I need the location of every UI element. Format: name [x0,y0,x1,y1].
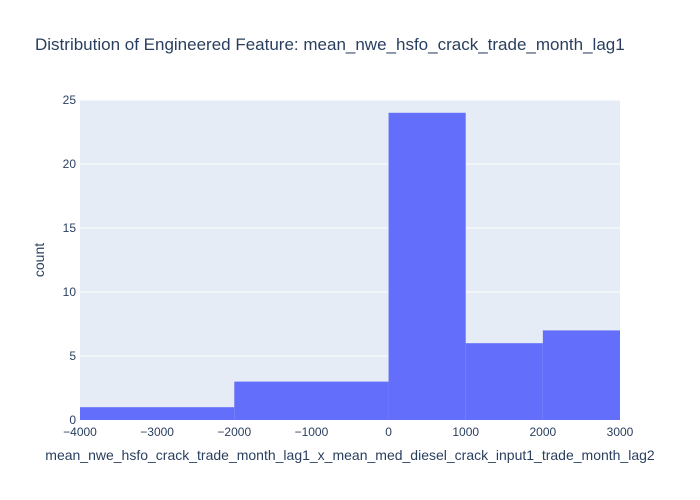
x-tick-label: 0 [385,425,392,439]
x-tick-label: 3000 [607,425,634,439]
histogram-bar [80,407,235,420]
x-axis-ticks: −4000 −3000 −2000 −1000 0 1000 2000 3000 [63,425,634,439]
y-tick-label: 20 [63,157,77,171]
histogram-bar [465,343,543,420]
plot-area [80,99,620,421]
x-tick-label: 2000 [530,425,557,439]
x-axis-title: mean_nwe_hsfo_crack_trade_month_lag1_x_m… [45,447,655,463]
y-tick-label: 10 [63,285,77,299]
y-tick-label: 5 [69,349,76,363]
y-tick-label: 15 [63,221,77,235]
histogram-bar [388,112,466,421]
x-tick-label: −3000 [140,425,174,439]
x-tick-label: −1000 [295,425,329,439]
y-tick-label: 0 [69,413,76,427]
chart-title: Distribution of Engineered Feature: mean… [35,35,625,54]
histogram-bar [234,381,389,420]
x-tick-label: 1000 [452,425,479,439]
y-tick-label: 25 [63,93,77,107]
x-tick-label: −4000 [63,425,97,439]
y-axis-title: count [31,243,47,277]
x-tick-label: −2000 [217,425,251,439]
histogram-bar [542,330,620,420]
y-axis-ticks: 0 5 10 15 20 25 [63,93,77,427]
